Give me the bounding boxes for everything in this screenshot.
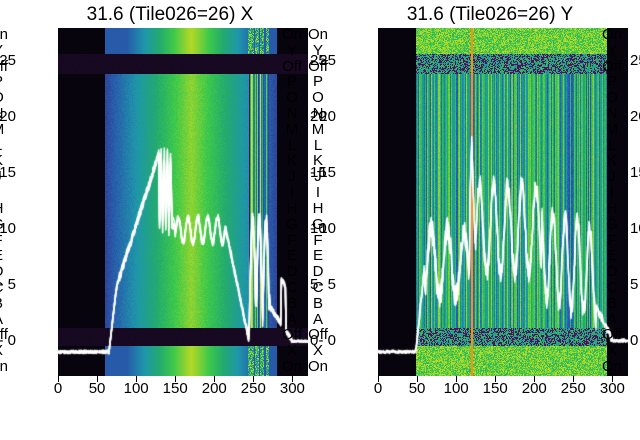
category-label-left-3: P <box>0 73 18 90</box>
category-label-right-6: M <box>592 121 632 138</box>
xtick-label-0: 0 <box>363 380 393 397</box>
xtick-label-250: 250 <box>558 380 588 397</box>
xtick-label-250: 250 <box>238 380 268 397</box>
category-label-left-3: P <box>298 73 338 90</box>
category-label-left-11: H <box>0 200 18 217</box>
panel-y-plot-area[interactable] <box>378 28 628 376</box>
category-label-left-8: K <box>298 152 338 169</box>
xtick-label-150: 150 <box>480 380 510 397</box>
category-label-left-2: Off <box>0 58 18 75</box>
category-label-left-17: B <box>298 295 338 312</box>
category-label-left-18: A <box>0 311 18 328</box>
category-label-left-9: J <box>298 168 338 185</box>
category-label-right-7: L <box>592 137 632 154</box>
category-label-left-7: L <box>298 137 338 154</box>
category-label-left-5: N <box>298 105 338 122</box>
xtick-label-200: 200 <box>519 380 549 397</box>
category-label-right-4: O <box>592 89 632 106</box>
category-label-left-8: K <box>0 152 18 169</box>
category-label-left-14: E <box>0 247 18 264</box>
category-label-right-1: Y <box>592 42 632 59</box>
category-label-left-4: O <box>0 89 18 106</box>
category-label-left-10: I <box>298 184 338 201</box>
category-label-left-16: C <box>298 279 338 296</box>
panel-x-plot-area[interactable] <box>58 28 308 376</box>
category-label-left-15: D <box>0 263 18 280</box>
category-label-right-17: B <box>592 295 632 312</box>
panel-y: 31.6 (Tile026=26) Y - 00- 55- 1010- 1515… <box>340 0 640 440</box>
category-label-right-18: A <box>592 311 632 328</box>
category-label-left-16: C <box>0 279 18 296</box>
category-label-right-21: On <box>592 358 632 375</box>
category-label-left-1: Y <box>298 42 338 59</box>
category-label-right-20: X <box>592 342 632 359</box>
category-label-left-7: L <box>0 137 18 154</box>
category-label-right-15: D <box>592 263 632 280</box>
category-label-left-20: X <box>0 342 18 359</box>
category-label-left-2: Off <box>298 58 338 75</box>
category-label-left-6: M <box>0 121 18 138</box>
category-label-right-5: N <box>592 105 632 122</box>
panel-x: 31.6 (Tile026=26) X Dipole - 00- 55- 101… <box>20 0 320 440</box>
category-label-left-1: Y <box>0 42 18 59</box>
category-label-right-10: I <box>592 184 632 201</box>
xtick-label-100: 100 <box>121 380 151 397</box>
xtick-label-150: 150 <box>160 380 190 397</box>
panel-x-title: 31.6 (Tile026=26) X <box>20 4 320 26</box>
category-label-left-15: D <box>298 263 338 280</box>
category-label-left-4: O <box>298 89 338 106</box>
category-label-left-19: Off <box>298 326 338 343</box>
xtick-label-300: 300 <box>597 380 627 397</box>
panel-y-title: 31.6 (Tile026=26) Y <box>340 4 640 26</box>
xtick-label-200: 200 <box>199 380 229 397</box>
category-label-right-19: Off <box>592 326 632 343</box>
category-label-left-21: On <box>298 358 338 375</box>
panel-x-traceline <box>58 28 308 376</box>
category-label-right-13: F <box>592 232 632 249</box>
category-label-left-5: N <box>0 105 18 122</box>
category-label-right-8: K <box>592 152 632 169</box>
category-label-left-11: H <box>298 200 338 217</box>
category-label-left-18: A <box>298 311 338 328</box>
category-label-right-9: J <box>592 168 632 185</box>
xtick-label-50: 50 <box>402 380 432 397</box>
category-label-left-17: B <box>0 295 18 312</box>
xtick-label-100: 100 <box>441 380 471 397</box>
category-label-left-20: X <box>298 342 338 359</box>
category-label-left-9: J <box>0 168 18 185</box>
category-label-right-3: P <box>592 73 632 90</box>
category-label-left-14: E <box>298 247 338 264</box>
category-label-left-13: F <box>0 232 18 249</box>
panel-y-traceline <box>378 28 628 376</box>
category-label-right-2: Off <box>592 58 632 75</box>
xtick-label-0: 0 <box>43 380 73 397</box>
category-label-left-12: G <box>0 216 18 233</box>
xtick-label-300: 300 <box>277 380 307 397</box>
xtick-label-50: 50 <box>82 380 112 397</box>
category-label-right-0: On <box>592 26 632 43</box>
category-label-left-21: On <box>0 358 18 375</box>
category-label-right-11: H <box>592 200 632 217</box>
category-label-left-13: F <box>298 232 338 249</box>
category-label-left-6: M <box>298 121 338 138</box>
category-label-right-14: E <box>592 247 632 264</box>
category-label-left-12: G <box>298 216 338 233</box>
category-label-left-10: I <box>0 184 18 201</box>
category-label-right-16: C <box>592 279 632 296</box>
dual-heatmap-figure: 31.6 (Tile026=26) X Dipole - 00- 55- 101… <box>0 0 640 440</box>
category-label-left-0: On <box>298 26 338 43</box>
category-label-left-0: On <box>0 26 18 43</box>
category-label-right-12: G <box>592 216 632 233</box>
category-label-left-19: Off <box>0 326 18 343</box>
